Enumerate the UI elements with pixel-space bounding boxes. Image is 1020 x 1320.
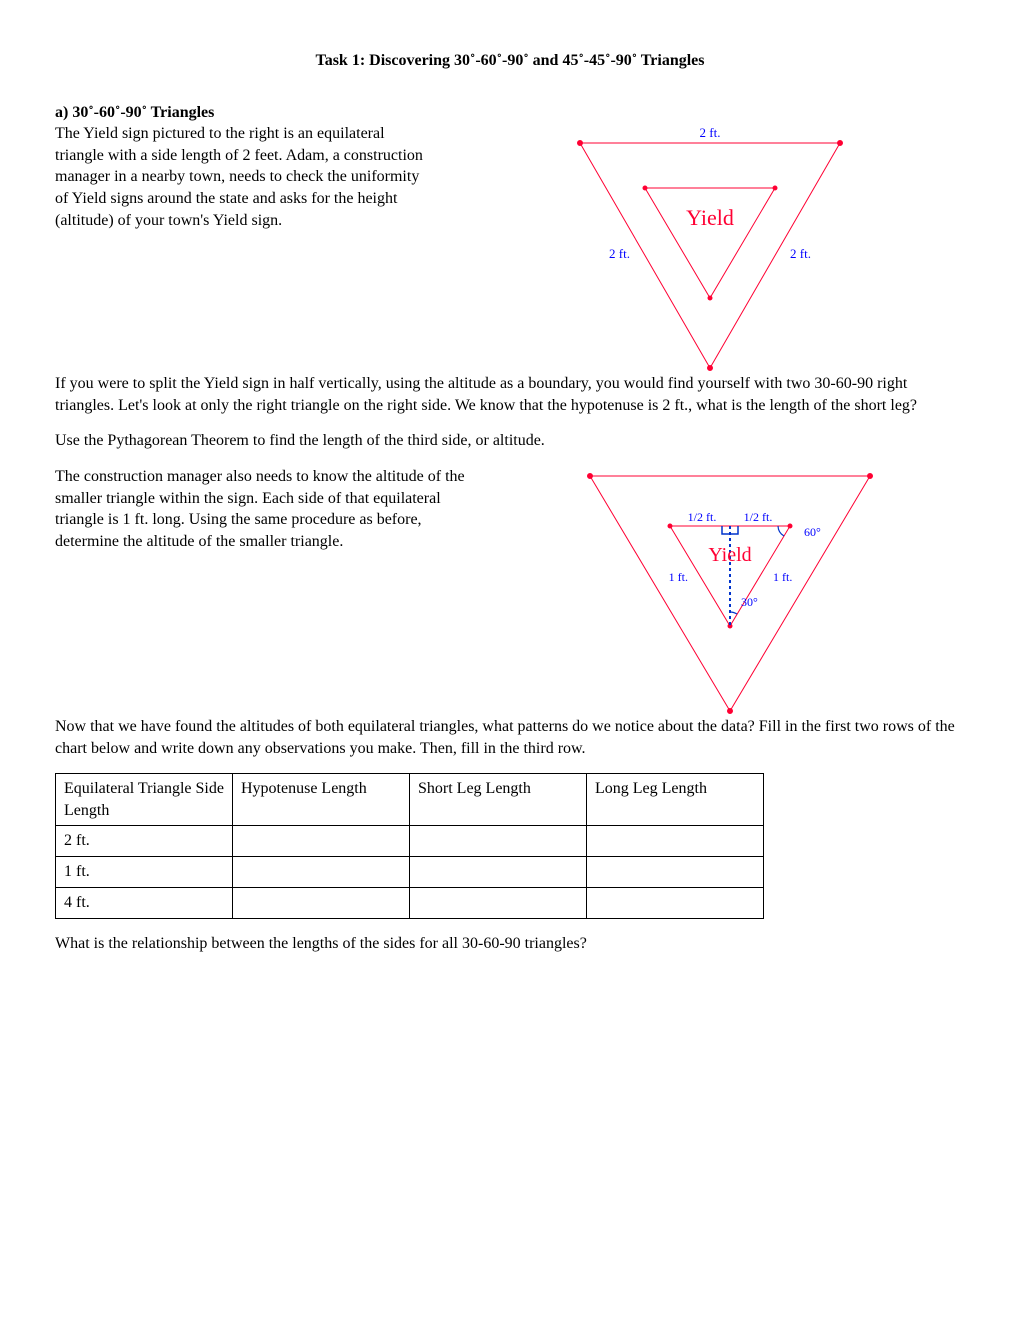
patterns-paragraph: Now that we have found the altitudes of … [55,716,965,759]
page-title: Task 1: Discovering 30˚-60˚-90˚ and 45˚-… [55,50,965,72]
table-row: 1 ft. [56,857,764,888]
relationship-question: What is the relationship between the len… [55,933,965,955]
fig1-label-left: 2 ft. [609,246,630,261]
pythag-paragraph: Use the Pythagorean Theorem to find the … [55,430,965,452]
table-row: 2 ft. [56,826,764,857]
fig2-one-right: 1 ft. [773,570,792,584]
table-cell [587,826,764,857]
fig2-angle-60: 60° [804,525,821,539]
table-header: Long Leg Length [587,774,764,826]
intro-paragraph: The Yield sign pictured to the right is … [55,123,435,231]
table-header: Hypotenuse Length [233,774,410,826]
table-cell [410,857,587,888]
fig2-angle-30: 30° [741,595,758,609]
table-cell: 1 ft. [56,857,233,888]
table-cell [233,826,410,857]
table-cell [410,888,587,919]
table-cell [587,857,764,888]
yield-figure-1: 2 ft. 2 ft. 2 ft. Yield [550,123,870,373]
split-paragraph: If you were to split the Yield sign in h… [55,373,965,416]
table-cell [410,826,587,857]
fig2-half-left: 1/2 ft. [688,510,717,524]
fig1-label-top: 2 ft. [700,125,721,140]
yield-figure-2: 1/2 ft. 1/2 ft. 60° 30° 1 ft. 1 ft. Yiel… [560,466,900,716]
data-table: Equilateral Triangle Side Length Hypoten… [55,773,764,919]
fig2-half-right: 1/2 ft. [744,510,773,524]
table-cell: 4 ft. [56,888,233,919]
fig2-yield-text: Yield [708,544,751,566]
table-cell [233,888,410,919]
table-cell [233,857,410,888]
section-a-heading: a) 30˚-60˚-90˚ Triangles [55,102,965,124]
fig1-label-right: 2 ft. [790,246,811,261]
fig2-one-left: 1 ft. [669,570,688,584]
table-row: 4 ft. [56,888,764,919]
table-cell: 2 ft. [56,826,233,857]
table-header: Short Leg Length [410,774,587,826]
table-header: Equilateral Triangle Side Length [56,774,233,826]
table-cell [587,888,764,919]
table-header-row: Equilateral Triangle Side Length Hypoten… [56,774,764,826]
smaller-triangle-paragraph: The construction manager also needs to k… [55,466,475,552]
fig1-yield-text: Yield [686,205,734,230]
